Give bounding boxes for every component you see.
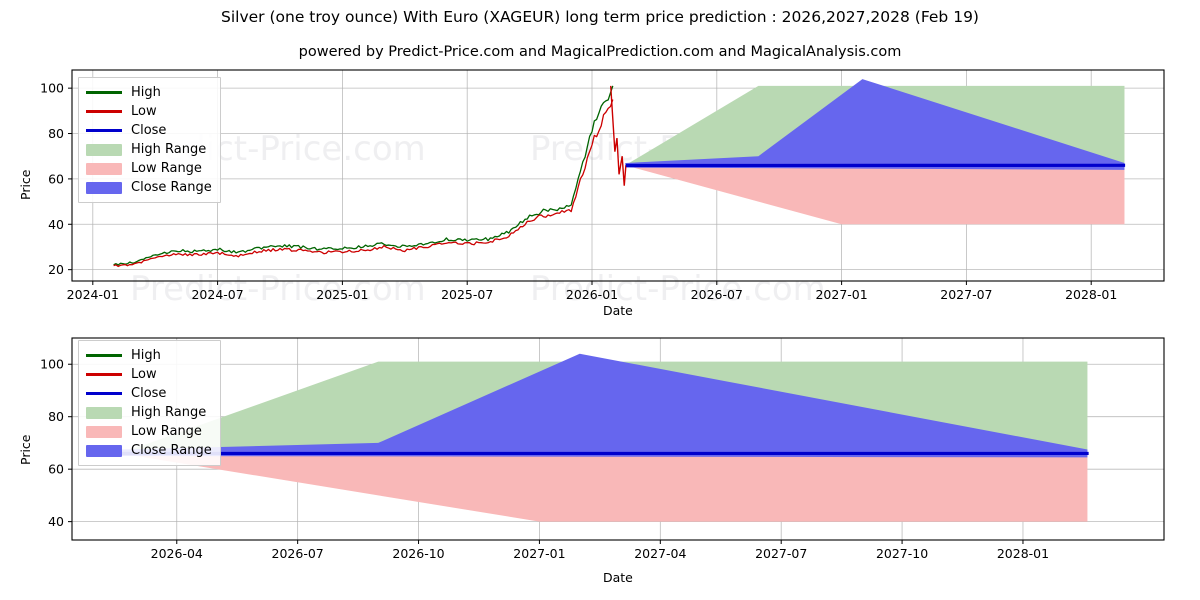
bottom-high-range-key [86,406,122,419]
ytick-label-80: 80 [48,409,64,424]
xtick-label-2027-01: 2027-01 [513,546,565,561]
legend-label: High [131,85,161,100]
bottom-high-line-key [86,354,122,357]
legend-item-low-range: Low Range [86,422,212,441]
xtick-label-2028-01: 2028-01 [1065,287,1117,302]
xtick-label-2025-07: 2025-07 [441,287,493,302]
top-low-range-key [86,162,122,175]
legend-label: Close [131,386,167,401]
legend-label: High Range [131,405,207,420]
legend-item-close-range: Close Range [86,441,212,460]
legend-item-high-range: High Range [86,140,212,159]
top-close-range-key [86,181,122,194]
legend-item-low: Low [86,102,212,121]
ytick-label-20: 20 [48,262,64,277]
ytick-label-100: 100 [40,357,64,372]
xtick-label-2026-10: 2026-10 [392,546,444,561]
top-chart-high-line [113,85,614,266]
bottom-chart-canvas: Predict-Price.comPredict-Price.com406080… [40,337,1165,561]
ytick-label-40: 40 [48,514,64,529]
bottom-low-range-key [86,425,122,438]
top-chart-close-range-band [625,79,1125,170]
bottom-chart-xlabel: Date [603,570,633,585]
top-chart-xlabel: Date [603,303,633,318]
ytick-label-60: 60 [48,462,64,477]
top-chart-ylabel: Price [18,169,33,201]
top-chart-low-range-band [625,165,1125,225]
top-low-line-key [86,110,122,113]
ytick-label-40: 40 [48,217,64,232]
legend-label: Low [131,367,157,382]
xtick-label-2028-01: 2028-01 [997,546,1049,561]
xtick-label-2027-10: 2027-10 [876,546,928,561]
top-chart-frame [71,69,1165,282]
legend-item-high-range: High Range [86,403,212,422]
bottom-chart-low-range-band [120,453,1088,522]
top-high-range-key [86,143,122,156]
legend-item-low: Low [86,365,212,384]
legend-label: Close Range [131,180,212,195]
xtick-label-2024-01: 2024-01 [67,287,119,302]
bottom-chart-frame [71,337,1165,541]
bottom-chart-legend: High Low Close High Range Low Range Close Ran… [78,340,221,466]
legend-label: High Range [131,142,207,157]
xtick-label-2027-07: 2027-07 [755,546,807,561]
legend-item-high: High [86,83,212,102]
xtick-label-2024-07: 2024-07 [191,287,243,302]
legend-item-high: High [86,346,212,365]
xtick-label-2027-04: 2027-04 [634,546,686,561]
top-close-line-key [86,129,122,132]
ytick-label-100: 100 [40,81,64,96]
xtick-label-2026-01: 2026-01 [566,287,618,302]
legend-item-close: Close [86,384,212,403]
legend-label: Close [131,123,167,138]
xtick-label-2026-07: 2026-07 [691,287,743,302]
figure-subtitle: powered by Predict-Price.com and Magical… [298,44,902,60]
legend-item-close-range: Close Range [86,178,212,197]
figure-title: Silver (one troy ounce) With Euro (XAGEU… [221,8,979,26]
xtick-label-2026-07: 2026-07 [272,546,324,561]
top-chart-crash-wick [610,85,627,186]
top-chart-ticks: 20 40 60 80 100 2024-01 2024-07 2025-01 2025-07 2… [40,81,1117,302]
top-chart-legend: High Low Close High Range Low Range Close Ran… [78,77,221,203]
xtick-label-2026-04: 2026-04 [151,546,203,561]
xtick-label-2027-07: 2027-07 [940,287,992,302]
top-high-line-key [86,91,122,94]
top-chart-low-line [113,99,614,268]
bottom-chart-axes: Predict-Price.comPredict-Price.com406080… [0,330,1200,600]
bottom-chart-close-range-band [120,353,1088,458]
legend-label: High [131,348,161,363]
xtick-label-2025-01: 2025-01 [316,287,368,302]
bottom-close-range-key [86,444,122,457]
legend-item-low-range: Low Range [86,159,212,178]
legend-label: Low Range [131,424,202,439]
bottom-chart-ylabel: Price [18,434,33,466]
legend-item-close: Close [86,121,212,140]
bottom-close-line-key [86,392,122,395]
watermark-text: Predict-Price.com [130,269,426,309]
ytick-label-60: 60 [48,171,64,186]
xtick-label-2027-01: 2027-01 [815,287,867,302]
watermark-text: Predict-Price.com [530,269,826,309]
legend-label: Close Range [131,443,212,458]
bottom-low-line-key [86,373,122,376]
ytick-label-80: 80 [48,126,64,141]
legend-label: Low Range [131,161,202,176]
legend-label: Low [131,104,157,119]
bottom-chart-ticks: 40 60 80 100 2026-04 2026-07 2026-10 2027-01 202… [40,357,1049,561]
